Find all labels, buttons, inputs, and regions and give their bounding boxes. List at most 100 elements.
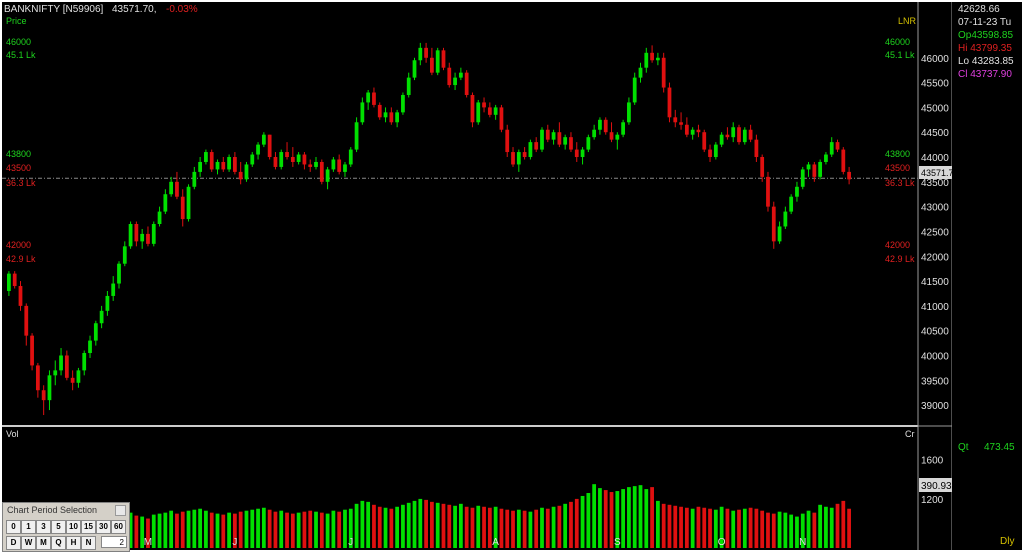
candle-body (609, 132, 614, 140)
volume-bar (673, 505, 678, 548)
level-43800-right: 43800 (885, 149, 910, 159)
period-button-5[interactable]: 5 (51, 520, 66, 534)
volume-bar (273, 511, 278, 548)
volume-bar (818, 504, 823, 548)
volume-bar (569, 501, 573, 548)
volume-bar (325, 513, 330, 548)
price-axis-tick: 42500 (921, 227, 949, 238)
last-price: 43571.70, (112, 4, 157, 15)
volume-bar (592, 484, 597, 548)
candle-body (227, 157, 231, 170)
volume-bar (424, 499, 428, 548)
candle-body (742, 129, 747, 143)
period-button-0[interactable]: 0 (6, 520, 21, 534)
candle-body (719, 134, 724, 145)
volume-bar (516, 509, 521, 548)
info-date: 07-11-23 Tu (958, 17, 1012, 28)
candle-body (279, 152, 284, 167)
volume-bar (586, 493, 591, 548)
period-button-15[interactable]: 15 (81, 520, 96, 534)
candle-body (806, 164, 811, 170)
volume-bar (725, 508, 730, 548)
candle-body (615, 134, 620, 140)
candle-body (551, 132, 556, 140)
candle-body (122, 246, 127, 264)
candle-body (290, 157, 295, 162)
period-button-daily[interactable]: D (6, 536, 21, 550)
candle-body (824, 154, 828, 162)
volume-bar (169, 510, 174, 548)
volume-bar (650, 487, 654, 548)
period-dialog-title: Chart Period Selection (7, 505, 98, 515)
candle-body (76, 370, 81, 383)
volume-bar (482, 506, 486, 548)
price-axis-tick: 41000 (921, 302, 949, 313)
candle-body (847, 171, 851, 180)
volume-bar (163, 512, 168, 548)
volume-bar (157, 513, 162, 548)
candle-body (713, 144, 718, 158)
period-button-60[interactable]: 60 (111, 520, 126, 534)
candle-body (441, 50, 446, 68)
volume-bar (644, 489, 649, 548)
period-button-halfyear[interactable]: H (66, 536, 81, 550)
volume-bar (209, 512, 214, 548)
period-button-30[interactable]: 30 (96, 520, 111, 534)
candle-body (354, 122, 359, 150)
period-dialog-close-button[interactable] (115, 505, 126, 516)
volume-bar (476, 505, 481, 548)
period-button-quarterly[interactable]: Q (51, 536, 66, 550)
candle-body (53, 370, 58, 376)
candle-body (574, 149, 579, 158)
candle-body (632, 77, 637, 103)
candle-body (661, 57, 666, 88)
candle-body (690, 129, 695, 135)
volume-bar (250, 509, 255, 548)
candle-body (372, 92, 376, 105)
candle-body (754, 139, 759, 158)
candle-body (696, 129, 701, 133)
candle-body (534, 142, 539, 150)
volume-axis-tick: 1200 (921, 495, 944, 506)
volume-bar (418, 498, 423, 548)
period-button-weekly[interactable]: W (21, 536, 36, 550)
period-input-field[interactable]: 2 (101, 536, 127, 548)
candle-body (493, 107, 498, 115)
volume-bar (708, 508, 712, 548)
volume-bar (337, 511, 342, 548)
candle-body (592, 129, 597, 138)
volume-bar (557, 505, 562, 548)
volume-bar (511, 510, 515, 548)
period-button-10[interactable]: 10 (66, 520, 81, 534)
volume-bar (754, 508, 759, 548)
volume-bar (748, 507, 753, 548)
period-button-n[interactable]: N (81, 536, 96, 550)
candle-body (835, 142, 840, 150)
volume-bar (302, 511, 307, 548)
candle-body (128, 224, 133, 247)
info-qty-label: Qt (958, 442, 969, 453)
level-42000-volume-left: 42.9 Lk (6, 254, 36, 264)
volume-bar (540, 507, 544, 548)
volume-bar (395, 506, 400, 548)
candle-body (175, 181, 179, 197)
candle-body (453, 77, 457, 86)
volume-bar (621, 489, 625, 548)
candle-body (238, 171, 243, 180)
period-button-3[interactable]: 3 (36, 520, 51, 534)
period-button-monthly[interactable]: M (36, 536, 51, 550)
volume-bar (795, 516, 799, 548)
candle-body (829, 142, 834, 155)
candle-body (563, 137, 568, 145)
info-high: Hi 43799.35 (958, 43, 1012, 54)
candle-body (285, 152, 289, 158)
candle-body (256, 144, 260, 155)
volume-bar (661, 503, 666, 548)
period-button-1[interactable]: 1 (21, 520, 36, 534)
price-pane[interactable] (2, 2, 918, 425)
volume-bar (343, 509, 347, 548)
volume-bar (609, 492, 614, 548)
volume-bar (366, 501, 371, 548)
